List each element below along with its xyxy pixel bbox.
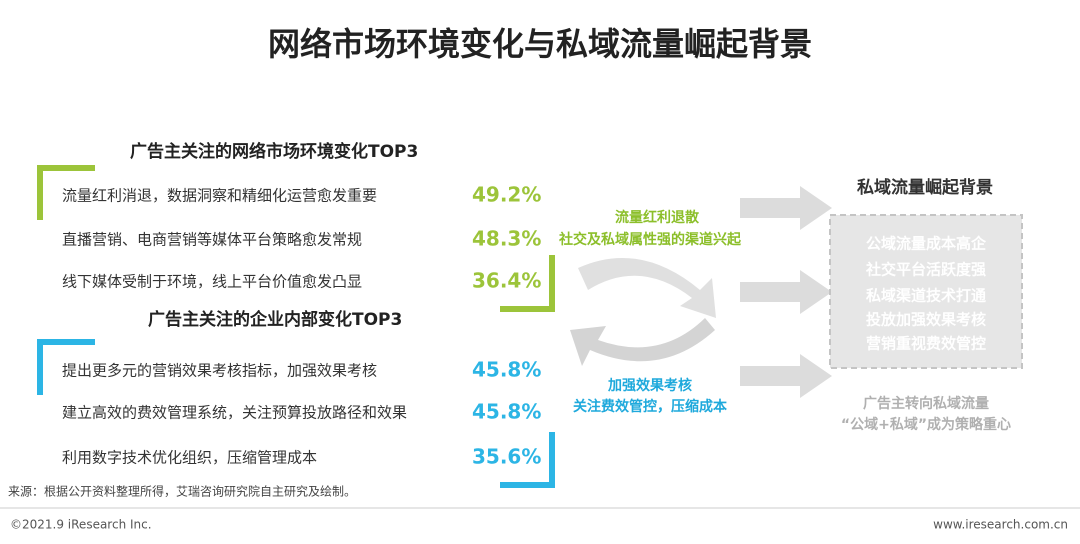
- item-text: 直播营销、电商营销等媒体平台策略愈发常规: [62, 231, 362, 249]
- item-text: 线下媒体受制于环境，线上平台价值愈发凸显: [62, 273, 362, 291]
- item-text: 流量红利消退，数据洞察和精细化运营愈发重要: [62, 187, 377, 205]
- middle-text: 加强效果考核: [607, 377, 692, 394]
- bracket: [37, 339, 95, 395]
- item-text: 建立高效的费效管理系统，关注预算投放路径和效果: [62, 404, 407, 422]
- middle-text: 社交及私域属性强的渠道兴起: [558, 231, 742, 248]
- item-value: 36.4%: [472, 269, 541, 293]
- background-heading: 私域流量崛起背景: [857, 177, 993, 198]
- middle-text: 流量红利退散: [615, 209, 700, 226]
- background-box: [829, 214, 1023, 369]
- bracket: [37, 165, 95, 220]
- copyright: ©2021.9 iResearch Inc.: [10, 518, 152, 532]
- item-text: 利用数字技术优化组织，压缩管理成本: [62, 449, 317, 467]
- item-value: 45.8%: [472, 358, 541, 382]
- middle-text: 关注费效管控，压缩成本: [573, 398, 728, 415]
- box-text: 营销重视费效管控: [866, 335, 986, 353]
- bracket: [500, 255, 555, 312]
- box-text: 社交平台活跃度强: [865, 261, 986, 279]
- cycle-arrows: [570, 257, 716, 366]
- bracket: [500, 432, 555, 488]
- site: www.iresearch.com.cn: [933, 518, 1068, 532]
- box-text: 私域渠道技术打通: [865, 287, 986, 305]
- section-heading: 广告主关注的网络市场环境变化TOP3: [130, 141, 418, 162]
- item-value: 49.2%: [472, 183, 541, 207]
- title: 网络市场环境变化与私域流量崛起背景: [268, 25, 812, 63]
- box-text: 投放加强效果考核: [866, 311, 986, 329]
- item-text: 提出更多元的营销效果考核指标，加强效果考核: [62, 362, 377, 380]
- conclusion-text: 广告主转向私域流量: [863, 395, 989, 412]
- right-arrows: [740, 186, 832, 398]
- item-value: 35.6%: [472, 445, 541, 469]
- conclusion-text: “公域+私域”成为策略重心: [841, 416, 1011, 433]
- item-value: 45.8%: [472, 400, 541, 424]
- item-value: 48.3%: [472, 227, 541, 251]
- source: 来源：根据公开资料整理所得，艾瑞咨询研究院自主研究及绘制。: [8, 484, 356, 499]
- section-heading: 广告主关注的企业内部变化TOP3: [148, 309, 402, 330]
- box-text: 公域流量成本高企: [866, 235, 987, 253]
